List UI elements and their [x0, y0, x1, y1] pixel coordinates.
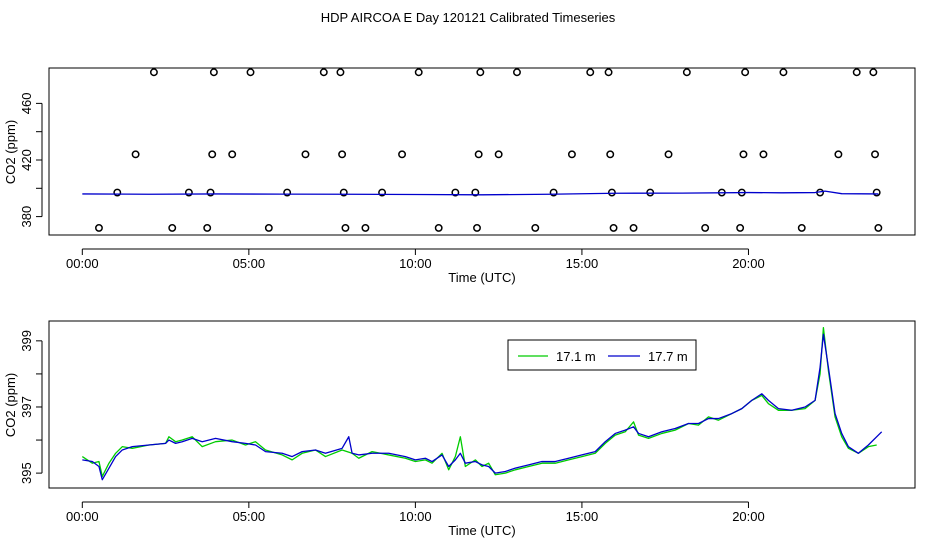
scatter-point	[113, 188, 122, 197]
bottom-x-tick-label: 10:00	[399, 509, 432, 524]
top-plot-frame	[48, 67, 916, 236]
scatter-point	[473, 223, 481, 232]
bottom-y-tick-label: 395	[19, 462, 34, 484]
scatter-point	[336, 68, 345, 77]
scatter-point	[264, 223, 273, 232]
bottom-x-tick-label: 20:00	[732, 509, 765, 524]
scatter-point	[874, 223, 883, 232]
top-panel: 00:00 05:00 10:00 15:00 20:00 380 420 460 Time …	[3, 67, 916, 285]
scatter-point	[834, 150, 843, 159]
scatter-point	[131, 150, 140, 159]
scatter-point	[531, 223, 540, 232]
scatter-point	[338, 150, 347, 159]
scatter-point	[451, 188, 460, 197]
scatter-point	[607, 188, 616, 197]
scatter-point	[474, 150, 483, 159]
bottom-panel: 00:00 05:00 10:00 15:00 20:00 395 397 399 Time …	[3, 320, 916, 538]
bottom-x-tick-label: 05:00	[233, 509, 266, 524]
scatter-point	[606, 150, 615, 159]
scatter-point	[567, 150, 576, 159]
bottom-series-lines	[81, 326, 883, 481]
scatter-point	[228, 150, 237, 159]
scatter-point	[341, 223, 350, 232]
bottom-y-axis-label: CO2 (ppm)	[3, 373, 18, 437]
scatter-point	[869, 68, 878, 77]
legend-box	[507, 339, 697, 371]
bottom-x-tick-label: 15:00	[566, 509, 599, 524]
top-y-tick-label: 380	[19, 206, 34, 228]
scatter-point	[208, 150, 217, 159]
scatter-point	[471, 188, 480, 197]
scatter-point	[759, 150, 768, 159]
top-x-axis-label: Time (UTC)	[448, 270, 515, 285]
scatter-point	[739, 150, 748, 159]
scatter-point	[513, 68, 521, 77]
scatter-point	[476, 68, 485, 77]
scatter-point	[549, 188, 558, 197]
scatter-point	[872, 188, 881, 197]
scatter-point	[494, 150, 503, 159]
bottom-y-tick-label: 397	[19, 396, 34, 418]
scatter-point	[852, 68, 861, 77]
scatter-point	[319, 68, 328, 77]
scatter-point	[682, 68, 691, 77]
bottom-y-tick-label: 399	[19, 330, 34, 352]
legend: 17.1 m 17.7 m	[507, 339, 697, 371]
top-scatter-marks	[95, 68, 883, 232]
scatter-point	[797, 223, 806, 232]
scatter-point	[604, 68, 613, 77]
scatter-point	[609, 223, 618, 232]
top-series-line-0	[82, 190, 879, 196]
bottom-series-line-1	[82, 333, 883, 481]
scatter-point	[398, 150, 407, 159]
scatter-point	[629, 223, 638, 232]
top-axes: 00:00 05:00 10:00 15:00 20:00 380 420 460	[19, 93, 765, 271]
top-x-tick-label: 15:00	[566, 256, 599, 271]
scatter-point	[206, 188, 215, 197]
scatter-point	[184, 188, 193, 197]
legend-label-17-7m: 17.7 m	[648, 349, 688, 364]
bottom-x-axis-label: Time (UTC)	[448, 523, 515, 538]
scatter-point	[378, 188, 387, 197]
scatter-point	[301, 150, 310, 159]
scatter-point	[361, 223, 370, 232]
top-y-tick-label: 460	[19, 93, 34, 115]
bottom-series-line-0	[81, 326, 877, 478]
top-y-axis-label: CO2 (ppm)	[3, 120, 18, 184]
legend-label-17-1m: 17.1 m	[556, 349, 596, 364]
bottom-plot-frame	[48, 320, 916, 489]
scatter-point	[741, 68, 750, 77]
scatter-point	[95, 223, 103, 232]
scatter-point	[871, 150, 879, 159]
top-x-tick-label: 00:00	[66, 256, 99, 271]
scatter-point	[246, 68, 255, 77]
top-series-lines	[82, 190, 879, 196]
scatter-point	[149, 68, 158, 77]
scatter-point	[283, 188, 292, 197]
chart-title: HDP AIRCOA E Day 120121 Calibrated Times…	[321, 10, 616, 25]
scatter-point	[664, 150, 673, 159]
scatter-point	[701, 223, 710, 232]
scatter-point	[434, 223, 443, 232]
scatter-point	[168, 223, 177, 232]
bottom-axes: 00:00 05:00 10:00 15:00 20:00 395 397 399	[19, 330, 765, 524]
scatter-point	[203, 223, 212, 232]
scatter-point	[414, 68, 423, 77]
bottom-x-tick-label: 00:00	[66, 509, 99, 524]
top-y-tick-label: 420	[19, 149, 34, 171]
scatter-point	[339, 188, 348, 197]
scatter-point	[736, 223, 745, 232]
scatter-point	[209, 68, 218, 77]
top-x-tick-label: 20:00	[732, 256, 765, 271]
top-x-tick-label: 05:00	[233, 256, 266, 271]
scatter-point	[779, 68, 788, 77]
scatter-point	[586, 68, 595, 77]
top-x-tick-label: 10:00	[399, 256, 432, 271]
